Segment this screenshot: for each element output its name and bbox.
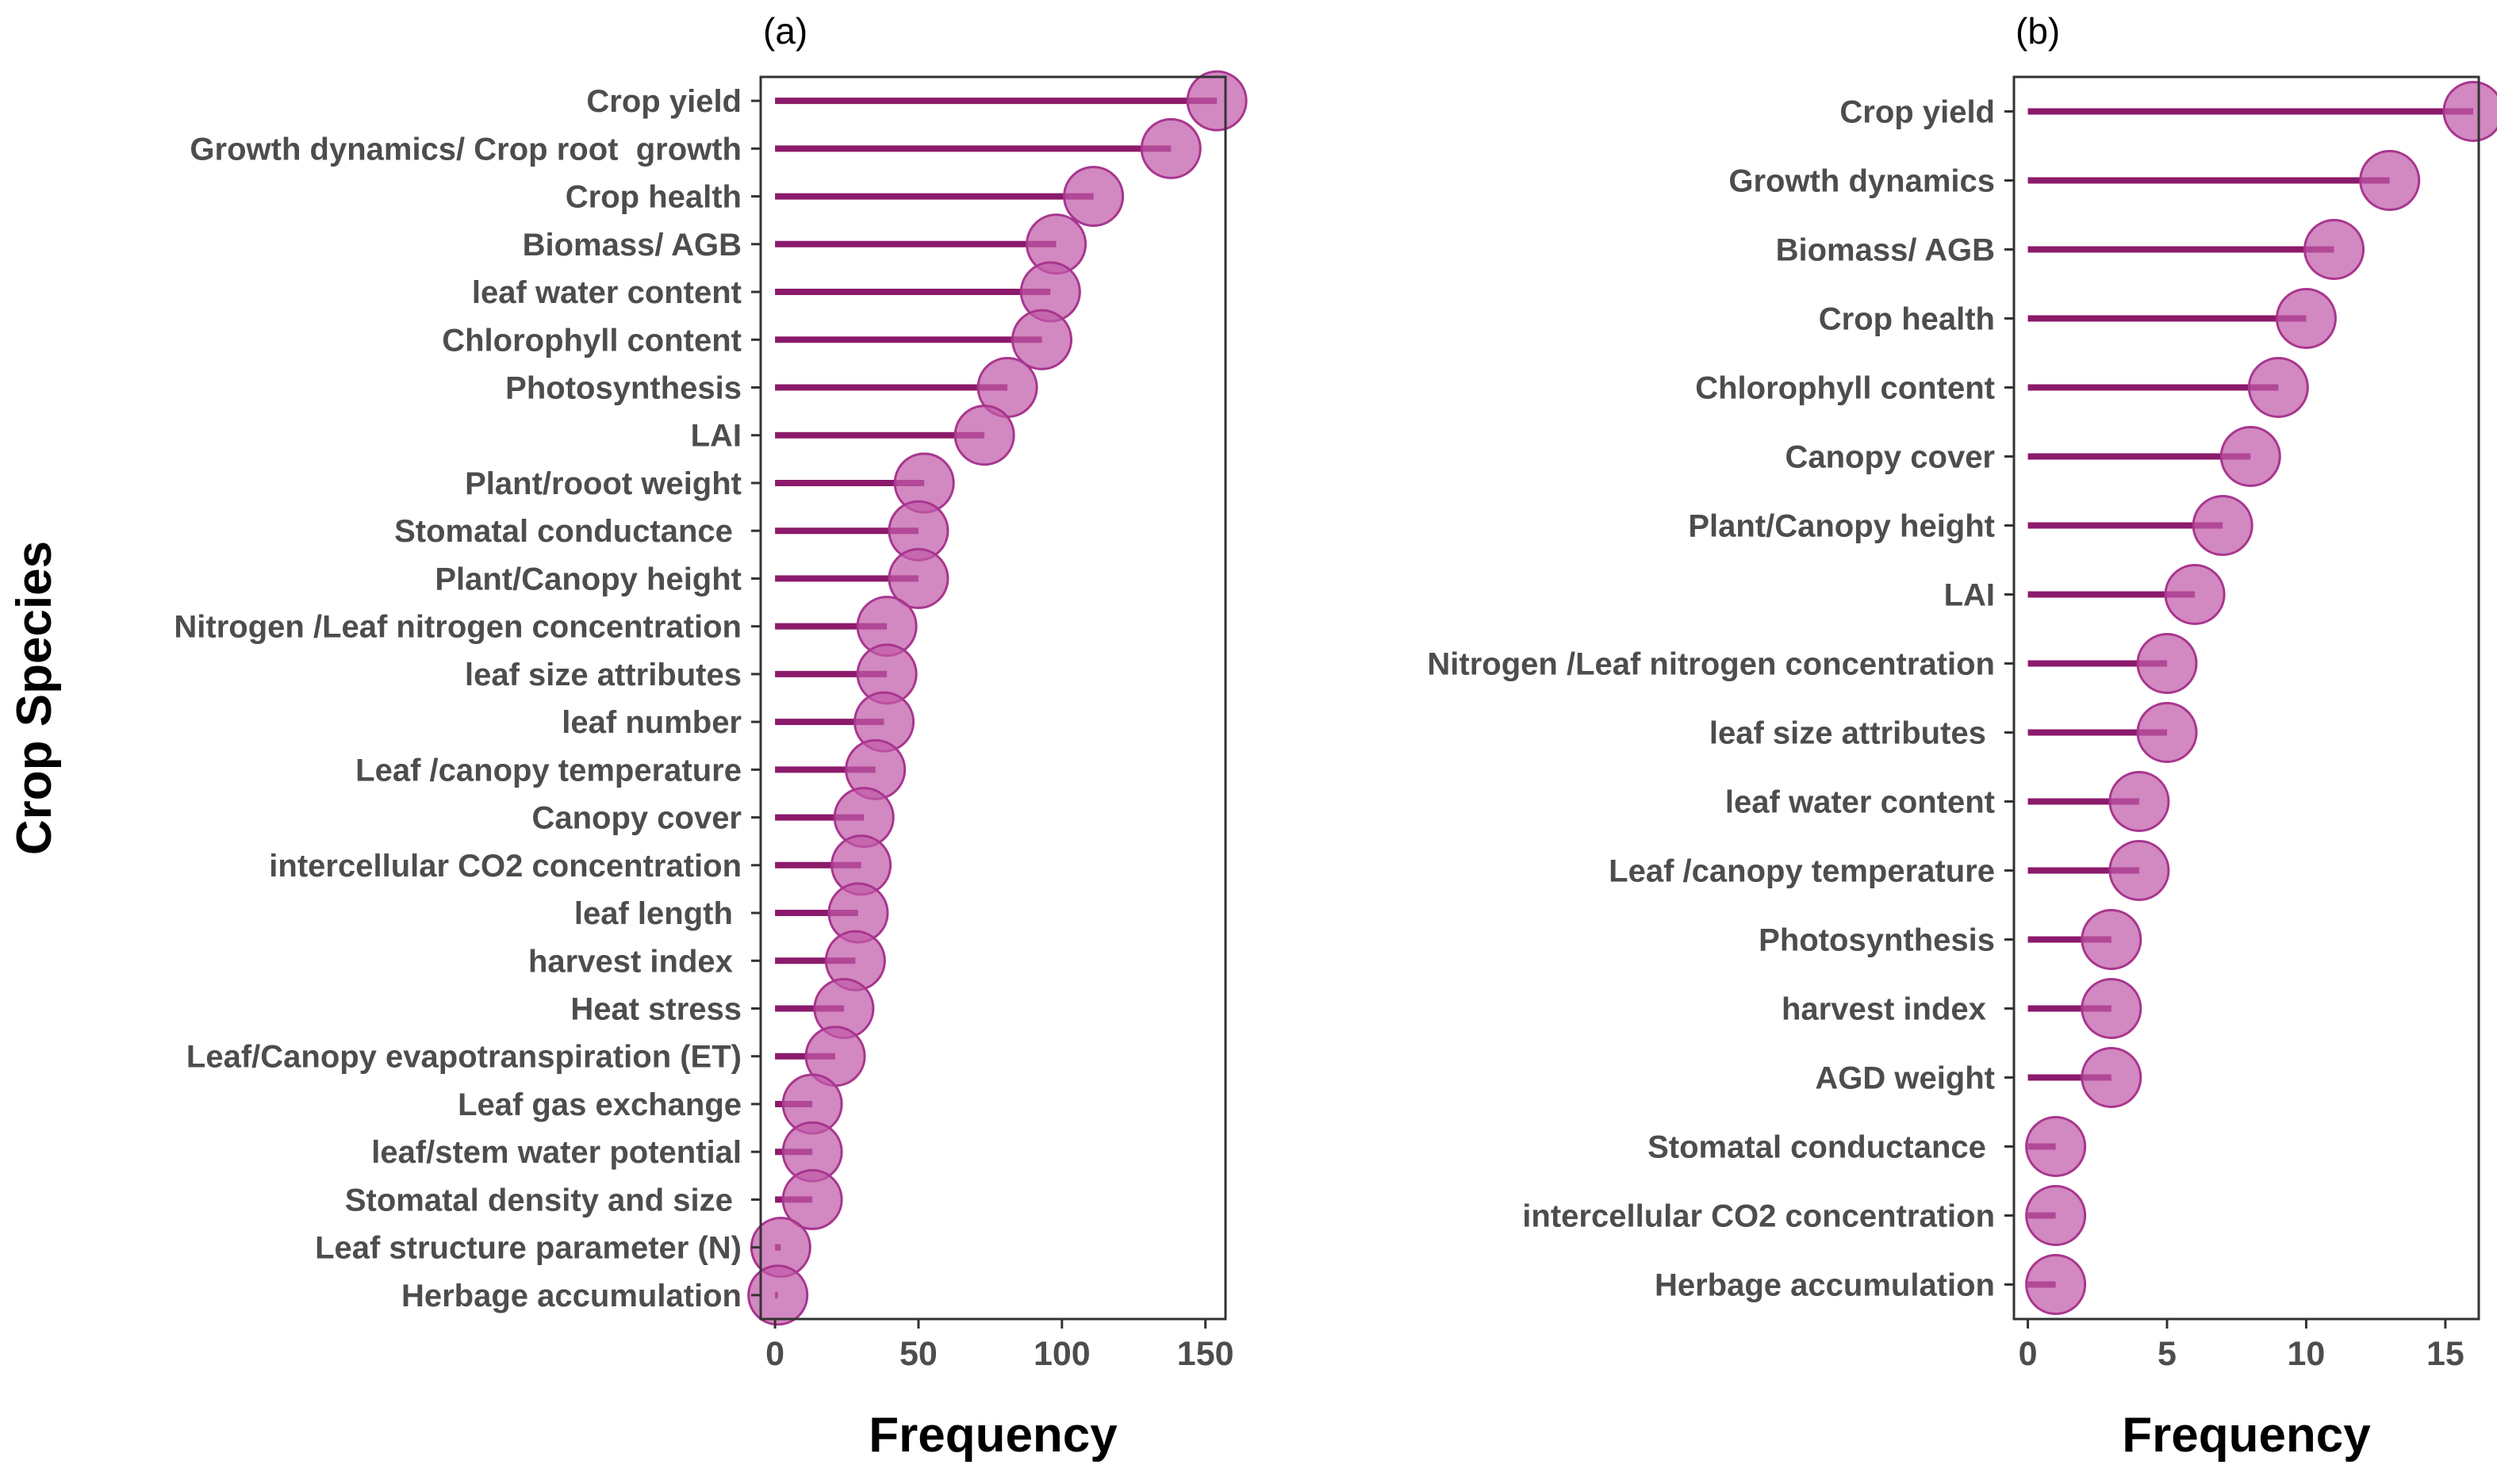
category-label: intercellular CO2 concentration	[1522, 1199, 1995, 1234]
x-tick-label: 100	[1034, 1335, 1091, 1373]
lollipop-marker	[1011, 309, 1072, 370]
lollipop-marker	[2136, 702, 2198, 763]
lollipop-marker	[888, 547, 949, 609]
lollipop-marker	[2081, 909, 2142, 970]
panel-label: (a)	[763, 10, 807, 52]
category-label: Heat stress	[570, 992, 742, 1027]
category-label: leaf water content	[472, 275, 742, 310]
lollipop-marker	[2164, 564, 2226, 625]
plot-frame	[759, 75, 1227, 1321]
category-label: Nitrogen /Leaf nitrogen concentration	[1427, 647, 1995, 682]
category-label: Crop health	[566, 180, 742, 215]
lollipop-marker	[2108, 840, 2170, 901]
lollipop-marker	[2025, 1116, 2087, 1177]
x-tick-label: 5	[2158, 1335, 2177, 1373]
x-tick-label: 0	[2019, 1335, 2038, 1373]
category-label: leaf number	[562, 705, 742, 740]
category-label: Crop yield	[586, 84, 742, 119]
category-label: harvest index	[528, 944, 742, 979]
lollipop-marker	[2219, 426, 2281, 487]
category-label: Stomatal conductance	[1647, 1130, 1995, 1165]
x-tick-label: 150	[1177, 1335, 1234, 1373]
lollipop-marker	[747, 1264, 809, 1326]
category-label: Leaf /canopy temperature	[1609, 854, 1995, 889]
plot-frame	[2012, 75, 2480, 1321]
category-label: intercellular CO2 concentration	[269, 849, 742, 884]
lollipop-marker	[953, 405, 1015, 466]
category-label: Crop yield	[1839, 95, 1995, 130]
category-label: Crop health	[1819, 302, 1995, 337]
category-label: Growth dynamics	[1728, 164, 1995, 199]
category-label: Plant/Canopy height	[435, 562, 742, 596]
y-axis-title: Crop Species	[7, 541, 62, 855]
category-label: Chlorophyll content	[442, 323, 742, 358]
category-label: Photosynthesis	[505, 371, 742, 406]
lollipop-marker	[2081, 1047, 2142, 1108]
category-label: Plant/Canopy height	[1688, 509, 1995, 544]
category-label: Stomatal conductance	[394, 514, 742, 549]
category-label: leaf length	[574, 896, 742, 931]
category-label: Leaf structure parameter (N)	[315, 1231, 742, 1266]
category-label: Canopy cover	[1785, 440, 1995, 475]
category-label: leaf/stem water potential	[371, 1135, 742, 1170]
x-tick-label: 15	[2426, 1335, 2464, 1373]
category-label: LAI	[1944, 578, 1995, 613]
panel-label: (b)	[2016, 10, 2060, 52]
category-label: Plant/rooot weight	[465, 466, 742, 501]
lollipop-marker	[2108, 771, 2170, 832]
lollipop-marker	[2136, 633, 2198, 694]
lollipop-marker	[2192, 495, 2253, 556]
category-label: Canopy cover	[531, 801, 742, 836]
category-label: leaf water content	[1725, 785, 1995, 820]
lollipop-marker	[2025, 1254, 2087, 1315]
x-axis-title: Frequency	[2122, 1408, 2371, 1463]
category-label: Herbage accumulation	[401, 1279, 742, 1313]
category-label: Nitrogen /Leaf nitrogen concentration	[174, 610, 742, 645]
lollipop-marker	[2359, 150, 2421, 211]
category-label: LAI	[691, 419, 742, 454]
category-label: Chlorophyll content	[1695, 371, 1995, 406]
x-tick-label: 0	[765, 1335, 784, 1373]
lollipop-marker	[1186, 70, 1248, 132]
category-label: harvest index	[1782, 992, 1995, 1027]
category-label: AGD weight	[1815, 1061, 1995, 1096]
lollipop-marker	[781, 1168, 843, 1230]
category-label: leaf size attributes	[1709, 716, 1995, 751]
lollipop-marker	[1140, 117, 1202, 179]
x-tick-label: 10	[2288, 1335, 2326, 1373]
category-label: Stomatal density and size	[345, 1183, 742, 1217]
panel-a: (a) Crop yield Growth dynamics/ Crop root …	[174, 10, 1248, 1463]
category-label: Photosynthesis	[1759, 923, 1995, 958]
lollipop-marker	[2247, 357, 2309, 418]
category-label: Herbage accumulation	[1655, 1268, 1995, 1303]
lollipop-marker	[2025, 1185, 2087, 1246]
category-label: Leaf /canopy temperature	[355, 753, 742, 788]
lollipop-marker	[2081, 978, 2142, 1039]
category-label: Growth dynamics/ Crop root growth	[190, 132, 742, 167]
panel-b: (b) Crop yield Growth dynamics Biomass/ AGB…	[1427, 10, 2497, 1463]
category-label: Leaf gas exchange	[458, 1087, 742, 1122]
lollipop-marker	[2275, 288, 2337, 349]
lollipop-marker	[2303, 219, 2365, 280]
x-tick-label: 50	[899, 1335, 938, 1373]
x-axis-title: Frequency	[869, 1408, 1118, 1463]
category-label: Biomass/ AGB	[523, 228, 742, 263]
category-label: Leaf/Canopy evapotranspiration (ET)	[186, 1040, 742, 1075]
category-label: Biomass/ AGB	[1776, 233, 1995, 268]
lollipop-marker	[1063, 166, 1125, 228]
lollipop-marker	[2442, 81, 2497, 142]
category-label: leaf size attributes	[465, 658, 742, 692]
